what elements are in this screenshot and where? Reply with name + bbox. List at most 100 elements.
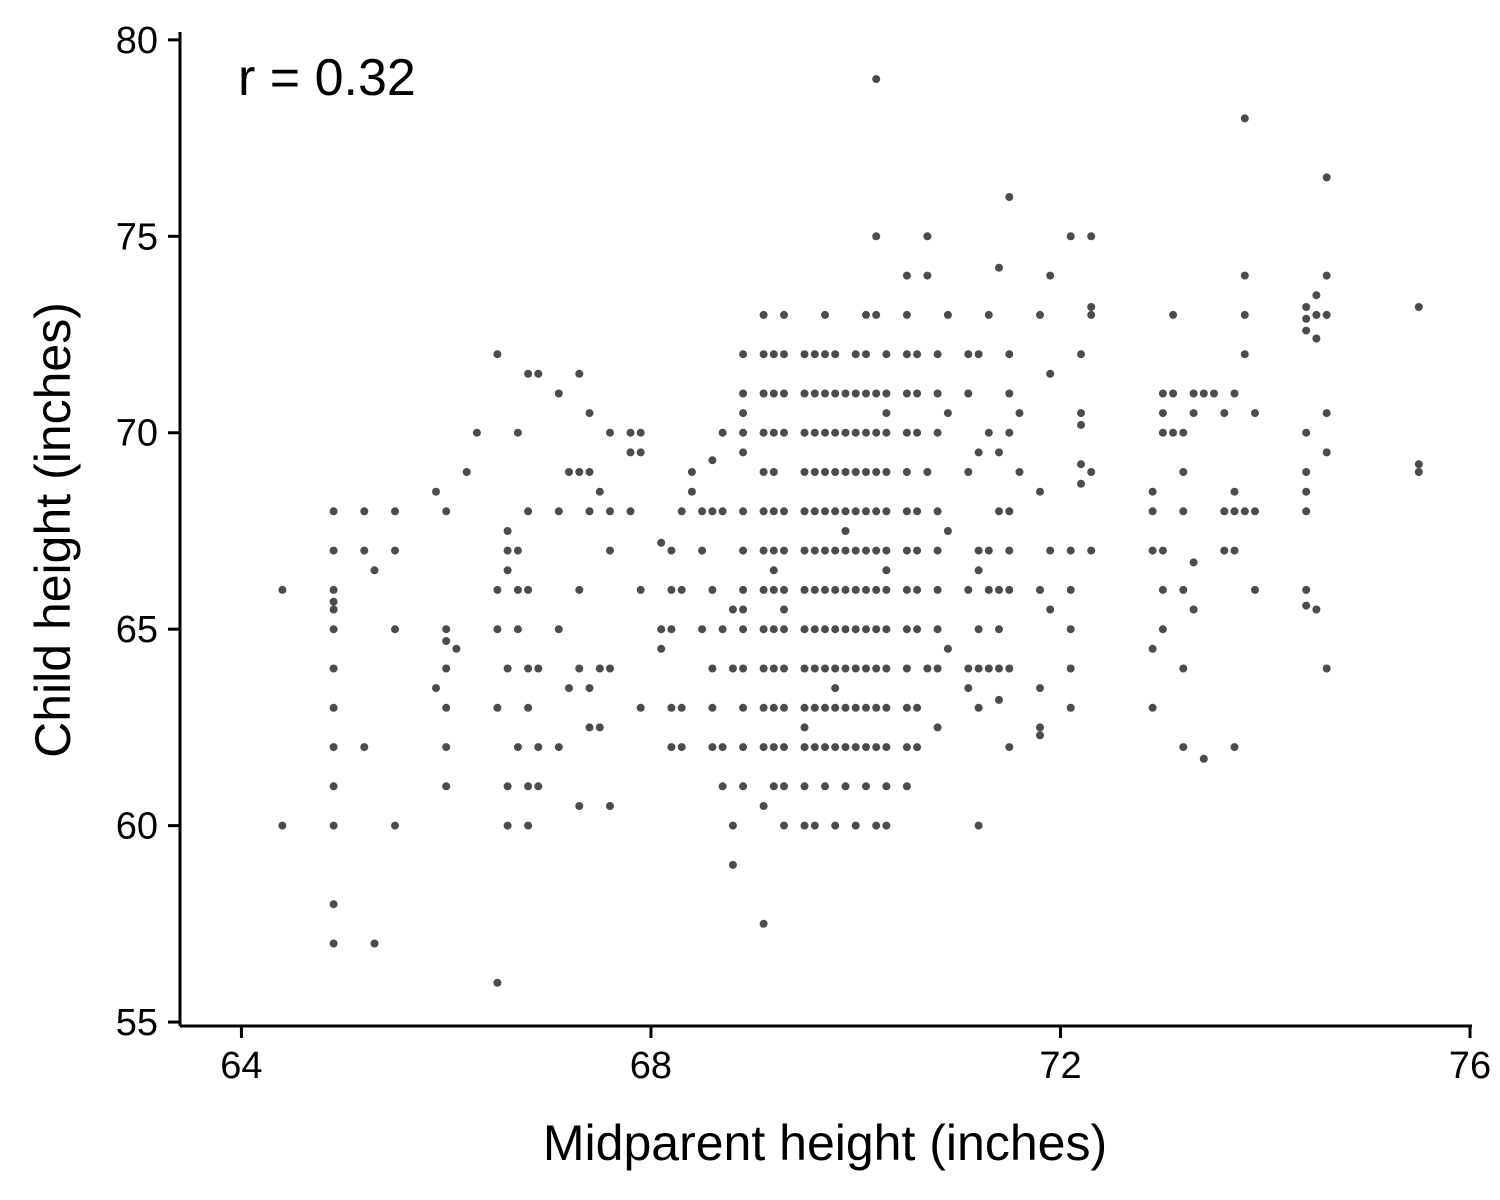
data-point <box>329 743 338 752</box>
data-point <box>862 664 870 673</box>
data-point <box>851 821 860 830</box>
data-point <box>851 546 860 555</box>
data-point <box>606 802 614 810</box>
data-point <box>810 703 819 712</box>
data-point <box>739 743 748 752</box>
data-point <box>800 723 809 732</box>
data-point <box>872 585 881 594</box>
data-point <box>524 585 533 594</box>
data-point <box>821 743 829 752</box>
data-point <box>1220 546 1229 555</box>
data-point <box>462 468 471 476</box>
data-point <box>1046 605 1055 614</box>
data-point <box>902 428 911 437</box>
data-point <box>1158 428 1167 437</box>
data-point <box>974 566 983 575</box>
data-point <box>1240 271 1249 280</box>
data-point <box>1046 369 1055 378</box>
data-point <box>452 644 461 653</box>
data-point <box>862 350 870 359</box>
data-point <box>810 625 819 634</box>
data-point <box>360 546 369 555</box>
data-point <box>923 271 932 280</box>
data-point <box>810 389 819 398</box>
data-point <box>1066 625 1075 634</box>
data-point <box>636 448 645 457</box>
data-point <box>933 546 942 555</box>
y-tick-label: 75 <box>116 216 158 258</box>
data-point <box>329 821 338 830</box>
data-point <box>759 428 768 437</box>
data-point <box>902 664 911 673</box>
data-point <box>1312 334 1321 343</box>
y-axis-title: Child height (inches) <box>25 302 81 758</box>
data-point <box>913 350 922 359</box>
data-point <box>360 507 369 516</box>
data-point <box>708 507 717 516</box>
data-point <box>329 546 338 555</box>
data-point <box>933 585 942 594</box>
data-point <box>1189 409 1198 418</box>
data-point <box>595 723 604 732</box>
data-point <box>872 389 881 398</box>
data-point <box>718 625 727 634</box>
data-point <box>1302 428 1311 437</box>
data-point <box>913 389 922 398</box>
data-point <box>1066 585 1075 594</box>
data-point <box>1148 703 1157 712</box>
data-point <box>1199 389 1208 398</box>
data-point <box>964 684 973 693</box>
data-point <box>1302 303 1311 311</box>
data-point <box>728 860 737 869</box>
data-point <box>933 350 942 359</box>
data-point <box>1005 585 1014 594</box>
data-point <box>1087 303 1096 311</box>
data-point <box>636 585 645 594</box>
data-point <box>1251 507 1259 516</box>
data-point <box>442 743 451 752</box>
data-point <box>862 428 870 437</box>
data-point <box>493 625 502 634</box>
data-point <box>872 664 881 673</box>
data-point <box>687 468 696 476</box>
data-point <box>841 527 850 535</box>
data-point <box>739 782 748 791</box>
data-point <box>882 350 891 359</box>
data-point <box>872 428 881 437</box>
data-point <box>974 821 983 830</box>
data-point <box>493 703 502 712</box>
data-point <box>780 546 788 555</box>
data-point <box>759 507 768 516</box>
data-point <box>718 743 727 752</box>
data-point <box>595 664 604 673</box>
data-point <box>882 821 891 830</box>
data-point <box>1005 350 1014 359</box>
data-point <box>831 468 840 476</box>
data-point <box>913 625 922 634</box>
data-point <box>882 664 891 673</box>
data-point <box>872 821 881 830</box>
y-tick-label: 55 <box>116 1002 158 1044</box>
data-point <box>1230 743 1239 752</box>
data-point <box>862 782 870 791</box>
data-point <box>493 350 502 359</box>
data-point <box>687 487 696 496</box>
data-point <box>575 802 584 810</box>
data-point <box>780 428 788 437</box>
data-point <box>872 625 881 634</box>
data-point <box>821 625 829 634</box>
data-point <box>739 389 748 398</box>
data-point <box>1199 754 1208 763</box>
data-point <box>933 389 942 398</box>
x-tick-label: 68 <box>630 1045 672 1087</box>
data-point <box>1087 232 1096 241</box>
data-point <box>1005 546 1014 555</box>
data-point <box>739 546 748 555</box>
data-point <box>524 782 533 791</box>
data-point <box>902 507 911 516</box>
data-point <box>923 468 932 476</box>
data-point <box>524 703 533 712</box>
data-point <box>862 703 870 712</box>
data-point <box>524 369 533 378</box>
data-point <box>677 507 686 516</box>
